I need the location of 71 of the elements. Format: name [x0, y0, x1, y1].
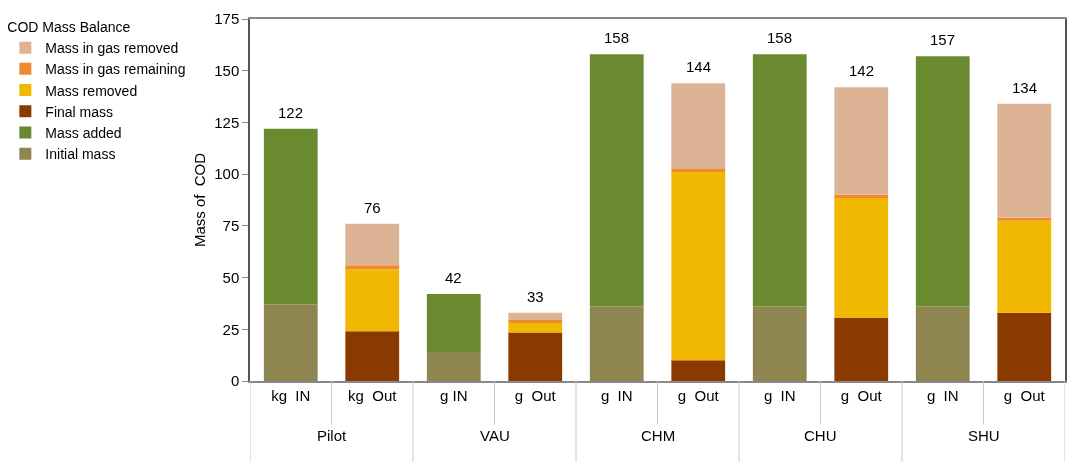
total-label: 33	[527, 288, 544, 305]
total-label: 142	[849, 62, 875, 79]
x-tick-label: g Out	[514, 386, 557, 404]
x-tick-label: g IN	[439, 386, 468, 404]
total-label: 157	[930, 31, 956, 48]
text: CHM	[641, 427, 676, 444]
bar	[671, 360, 726, 381]
bar	[345, 265, 400, 270]
bar	[263, 128, 318, 305]
legend-label: Mass in gas removed	[45, 40, 179, 57]
bar	[345, 223, 400, 266]
y-tick-label: 0	[230, 372, 240, 390]
legend-title: COD Mass Balance	[7, 19, 131, 36]
bar	[345, 269, 400, 332]
total-label: 144	[686, 58, 712, 75]
legend-label: Mass in gas remaining	[45, 61, 186, 78]
legend-label: Mass removed	[45, 82, 138, 99]
bar	[752, 54, 807, 307]
x-tick-label: g IN	[600, 386, 633, 404]
legend-label: Mass added	[45, 124, 122, 141]
bar	[834, 317, 889, 381]
total-label: 76	[364, 199, 381, 216]
bar	[508, 312, 563, 320]
y-tick-label: 150	[214, 61, 240, 79]
bar	[589, 306, 644, 381]
bar	[508, 319, 563, 324]
legend-label: Final mass	[45, 103, 114, 120]
bar	[426, 352, 481, 381]
x-tick-label: g Out	[840, 386, 883, 404]
bar	[752, 306, 807, 381]
bar	[263, 304, 318, 381]
bar	[834, 197, 889, 318]
y-tick-label: 25	[222, 320, 240, 338]
x-tick-label: g Out	[1003, 386, 1046, 404]
bar	[508, 323, 563, 333]
bar	[671, 83, 726, 169]
text: VAU	[480, 427, 510, 444]
bar	[671, 168, 726, 173]
y-tick-label: 75	[222, 217, 240, 235]
x-tick-label: g Out	[677, 386, 720, 404]
x-tick-label: kg Out	[348, 386, 398, 404]
text: Pilot	[317, 427, 348, 444]
text: SHU	[968, 427, 1000, 444]
bar	[589, 54, 644, 307]
bar	[997, 312, 1052, 381]
x-tick-label: g IN	[763, 386, 796, 404]
y-axis-title: Mass of COD	[191, 152, 209, 248]
bar	[997, 217, 1052, 221]
total-label: 158	[604, 29, 630, 46]
bar	[997, 103, 1052, 218]
total-label: 158	[767, 29, 793, 46]
y-tick-label: 175	[214, 10, 240, 28]
x-tick-label: g IN	[926, 386, 959, 404]
bar	[345, 331, 400, 381]
y-tick-label: 100	[214, 165, 240, 183]
bar	[997, 220, 1052, 313]
bar	[671, 172, 726, 361]
total-label: 122	[278, 104, 304, 121]
y-tick-label: 125	[214, 113, 240, 131]
bar	[834, 87, 889, 195]
text: CHU	[804, 427, 837, 444]
total-label: 134	[1012, 79, 1038, 96]
bar	[426, 294, 481, 353]
x-tick-label: kg IN	[271, 386, 311, 404]
bar	[834, 194, 889, 198]
legend-label: Initial mass	[45, 146, 116, 163]
bar	[508, 332, 563, 381]
y-tick-label: 50	[222, 268, 240, 286]
total-label: 42	[445, 269, 462, 286]
bar	[915, 56, 970, 307]
bar	[915, 306, 970, 381]
